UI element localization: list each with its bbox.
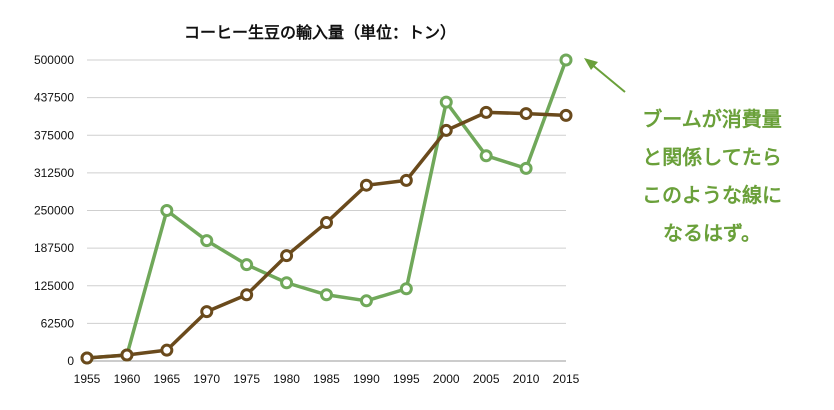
- data-point: [80, 351, 94, 365]
- y-tick-label: 125000: [34, 279, 74, 293]
- x-tick-label: 2015: [553, 372, 580, 386]
- x-tick-label: 1995: [393, 372, 420, 386]
- annotation-line: と関係してたら: [642, 145, 782, 169]
- data-point: [320, 216, 333, 230]
- data-point: [200, 305, 214, 319]
- data-point: [519, 107, 533, 121]
- x-tick-label: 1955: [74, 372, 101, 386]
- y-tick-label: 0: [67, 354, 74, 368]
- data-point: [439, 95, 453, 109]
- data-point: [399, 173, 413, 187]
- x-tick-label: 1980: [273, 372, 300, 386]
- x-tick-label: 2010: [513, 372, 540, 386]
- series-1: [80, 53, 573, 365]
- series-group: [80, 53, 573, 365]
- data-point: [160, 204, 174, 217]
- annotation-line: ブームが消費量: [642, 107, 782, 131]
- data-point: [120, 348, 134, 362]
- data-point: [479, 105, 493, 119]
- annotation-line: このような線に: [642, 183, 782, 207]
- annotation-arrow: [584, 58, 626, 93]
- data-point: [399, 282, 413, 296]
- y-tick-label: 250000: [34, 204, 74, 218]
- series-0: [80, 105, 573, 365]
- data-point: [280, 276, 294, 290]
- annotation-line: なるはず。: [663, 221, 761, 245]
- x-tick-label: 2000: [433, 372, 460, 386]
- x-tick-label: 1960: [114, 372, 141, 386]
- data-point: [359, 178, 373, 192]
- data-point: [200, 234, 214, 248]
- grid: [87, 59, 566, 362]
- y-tick-label: 500000: [34, 53, 74, 67]
- series-line: [86, 59, 568, 360]
- x-tick-label: 1975: [233, 372, 260, 386]
- x-axis: 1955 1960 1965 1970 1975 1980 1985 1990 1995 2000…: [74, 372, 580, 386]
- data-point: [359, 294, 373, 308]
- y-tick-label: 62500: [41, 316, 75, 330]
- data-point: [240, 258, 254, 272]
- chart-title: コーヒー生豆の輸入量（単位：トン）: [184, 23, 456, 42]
- y-tick-label: 312500: [34, 166, 74, 180]
- data-point: [559, 108, 573, 122]
- y-tick-label: 437500: [34, 91, 74, 105]
- data-point: [439, 123, 453, 137]
- y-tick-label: 187500: [34, 241, 74, 255]
- x-tick-label: 1970: [193, 372, 220, 386]
- data-point: [160, 343, 174, 357]
- data-point: [519, 161, 533, 175]
- data-point: [559, 53, 573, 67]
- annotation-text: ブームが消費量 と関係してたら このような線に なるはず。: [612, 100, 812, 252]
- y-axis: 0 62500 125000 187500 250000 312500 375000 4375…: [34, 53, 74, 368]
- x-tick-label: 1985: [313, 372, 340, 386]
- data-point: [320, 288, 333, 302]
- data-point: [479, 149, 493, 163]
- x-tick-label: 1990: [353, 372, 380, 386]
- data-point: [240, 288, 254, 302]
- x-tick-label: 2005: [473, 372, 500, 386]
- y-tick-label: 375000: [34, 128, 74, 142]
- data-point: [280, 249, 294, 263]
- x-tick-label: 1965: [153, 372, 180, 386]
